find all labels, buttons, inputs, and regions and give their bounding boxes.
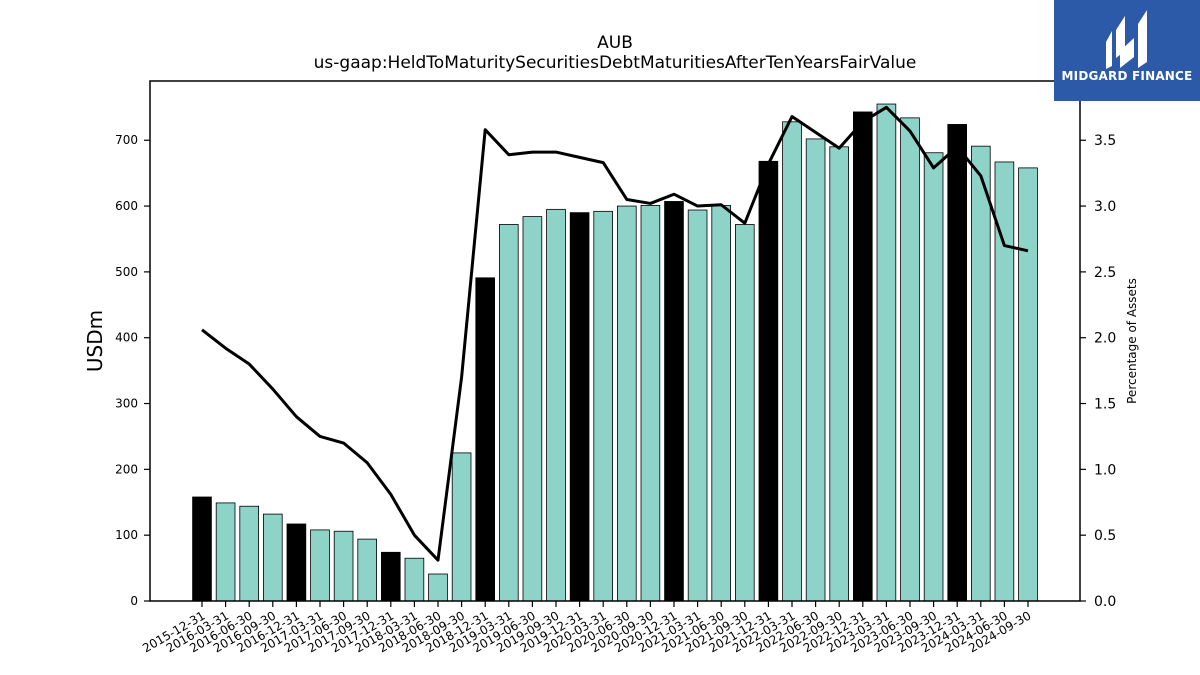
- bar-2019-12-31: [569, 212, 590, 602]
- bar-2016-06-30: [239, 505, 260, 602]
- plot-frame: [149, 80, 1081, 602]
- bar-2019-06-30: [522, 216, 543, 602]
- x-axis-ticks: 2015-12-312016-03-312016-06-302016-09-30…: [140, 601, 1034, 655]
- left-tick-label: 400: [115, 331, 138, 345]
- bar-2017-12-31: [380, 551, 401, 602]
- right-tick-label: 0.0: [1094, 594, 1116, 610]
- line-group: [201, 105, 1029, 562]
- left-tick-label: 200: [115, 462, 138, 476]
- bar-2016-03-31: [215, 502, 236, 602]
- bar-2021-12-31: [758, 160, 779, 602]
- y-axis-right-label: Percentage of Assets: [1125, 278, 1139, 404]
- bar-2022-03-31: [782, 121, 802, 602]
- bar-2022-06-30: [805, 138, 826, 602]
- right-tick-label: 2.5: [1094, 265, 1116, 281]
- bar-2023-03-31: [876, 103, 897, 602]
- bar-2021-09-30: [735, 224, 755, 602]
- bar-2020-06-30: [617, 205, 637, 602]
- bar-2019-03-31: [498, 224, 519, 602]
- bar-2021-03-31: [687, 209, 708, 602]
- bar-2021-06-30: [711, 205, 731, 602]
- right-tick-label: 0.5: [1094, 528, 1116, 544]
- bar-2016-12-31: [286, 523, 307, 602]
- left-tick-label: 600: [115, 199, 138, 213]
- brand-name: MIDGARD FINANCE: [1061, 69, 1193, 83]
- bar-2022-12-31: [853, 111, 873, 602]
- right-tick-label: 3.0: [1094, 199, 1116, 215]
- left-axis-ticks: 0 100 200 300 400 500 600 700: [115, 133, 150, 608]
- right-tick-label: 2.0: [1094, 331, 1116, 347]
- left-tick-label: 0: [130, 594, 138, 608]
- right-tick-label: 1.0: [1094, 462, 1116, 478]
- bar-2017-03-31: [310, 529, 330, 602]
- left-tick-label: 700: [115, 133, 138, 147]
- bar-2018-06-30: [428, 573, 448, 602]
- chart-title: AUB: [597, 33, 633, 53]
- left-tick-label: 300: [115, 397, 138, 411]
- left-tick-label: 100: [115, 528, 138, 542]
- brand-logo: MIDGARD FINANCE: [1054, 0, 1200, 101]
- midgard-logo-icon: [1106, 10, 1147, 69]
- bar-2020-03-31: [593, 210, 613, 602]
- y-axis-label: USDm: [83, 310, 107, 372]
- bar-2020-09-30: [640, 205, 661, 602]
- bar-2019-09-30: [546, 208, 566, 602]
- right-axis-ticks: 0.0 0.5 1.0 1.5 2.0 2.5 3.0 3.5: [1080, 133, 1116, 610]
- bar-2020-12-31: [664, 201, 684, 602]
- bar-2018-09-30: [451, 452, 472, 602]
- bar-2022-09-30: [829, 146, 849, 602]
- bar-2016-09-30: [262, 513, 283, 602]
- bar-2018-12-31: [475, 277, 495, 602]
- bar-2017-06-30: [333, 530, 354, 602]
- bar-2024-03-31: [971, 145, 991, 602]
- chart-subtitle: us-gaap:HeldToMaturitySecuritiesDebtMatu…: [314, 53, 917, 73]
- bar-2015-12-31: [192, 496, 212, 602]
- bar-2017-09-30: [357, 538, 377, 602]
- right-tick-label: 1.5: [1094, 397, 1116, 413]
- bar-2018-03-31: [404, 557, 425, 602]
- bar-2023-12-31: [947, 124, 967, 602]
- bar-2023-09-30: [923, 152, 944, 602]
- bar-2023-06-30: [900, 117, 920, 602]
- right-tick-label: 3.5: [1094, 133, 1116, 149]
- bar-2024-09-30: [1018, 167, 1038, 602]
- left-tick-label: 500: [115, 265, 138, 279]
- percentage-line: [201, 105, 1029, 562]
